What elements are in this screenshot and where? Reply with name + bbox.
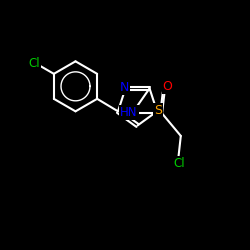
Text: Cl: Cl xyxy=(28,57,40,70)
Text: HN: HN xyxy=(120,106,138,119)
Text: O: O xyxy=(162,80,172,93)
Text: N: N xyxy=(120,82,129,94)
Text: Cl: Cl xyxy=(174,158,185,170)
Text: S: S xyxy=(154,104,162,117)
